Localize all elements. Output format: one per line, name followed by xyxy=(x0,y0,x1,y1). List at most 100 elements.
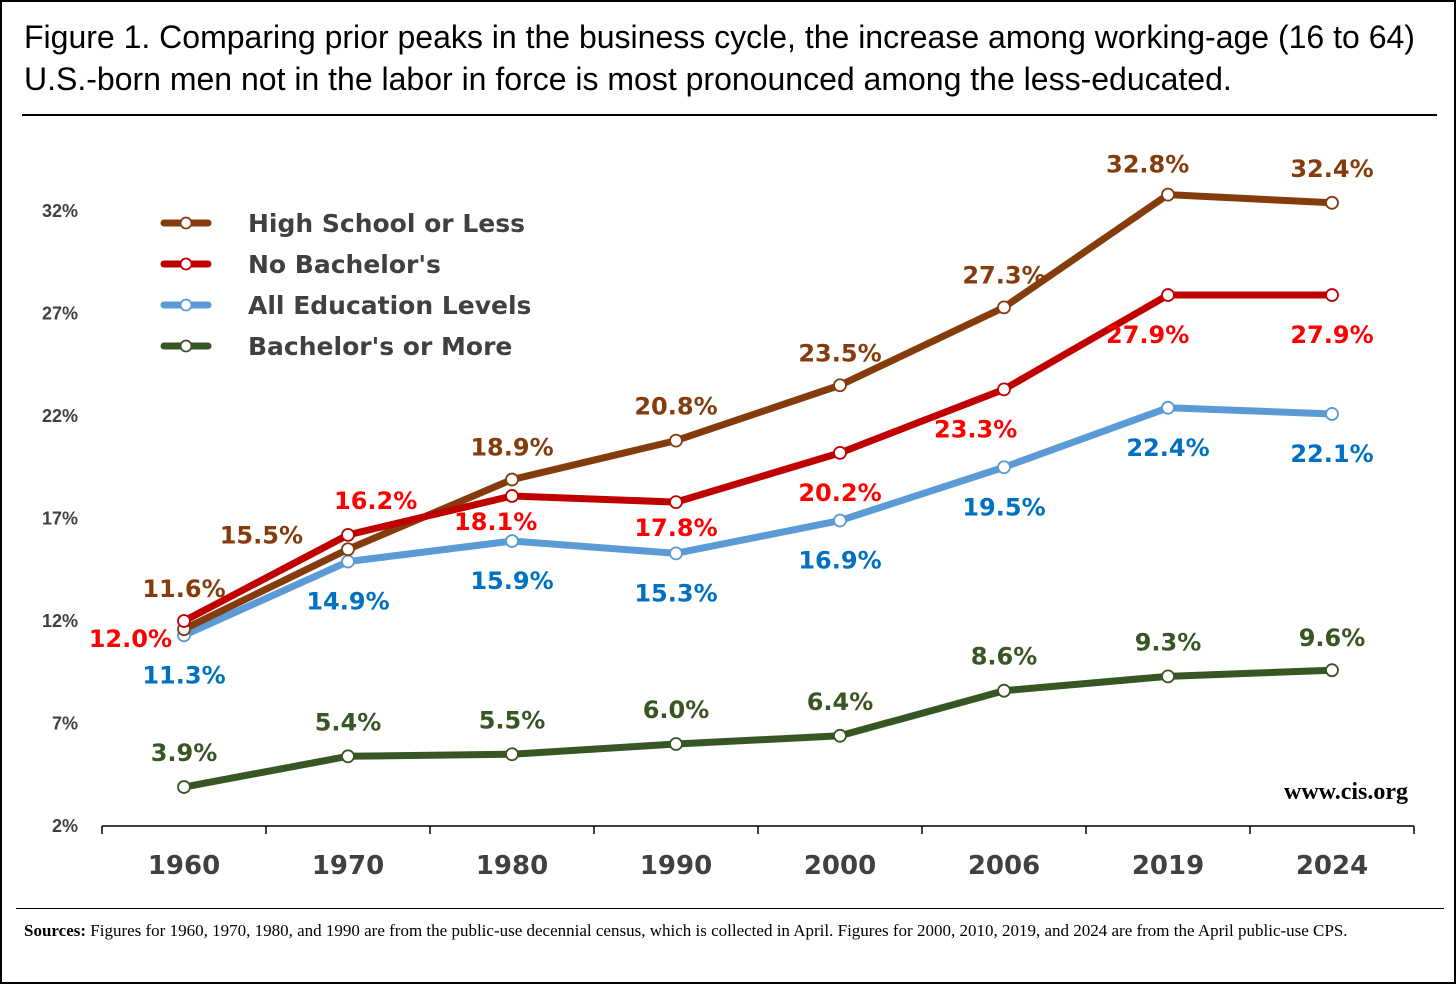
data-label: 6.0% xyxy=(643,696,710,724)
chart-axes: 1960 1970 1980 1990 2000 2006 2019 2024 2% 7% 12% 1… xyxy=(42,201,1415,881)
data-label: 14.9% xyxy=(306,588,389,616)
x-tick-label: 2024 xyxy=(1296,851,1368,881)
data-point xyxy=(833,728,847,743)
series-line xyxy=(182,191,1333,633)
y-tick-label: 17% xyxy=(42,509,78,529)
data-label: 16.2% xyxy=(334,487,417,515)
data-point xyxy=(997,382,1011,397)
x-tick-label: 1960 xyxy=(148,851,220,881)
data-label: 22.1% xyxy=(1290,440,1373,468)
series-line xyxy=(182,291,1332,625)
source-text: Figures for 1960, 1970, 1980, and 1990 a… xyxy=(90,921,1348,940)
data-point xyxy=(1161,669,1175,684)
series-line xyxy=(183,666,1333,791)
data-label: 9.6% xyxy=(1299,624,1366,652)
data-label: 8.6% xyxy=(971,643,1038,671)
data-label: 27.9% xyxy=(1106,321,1189,349)
x-tick-label: 2019 xyxy=(1132,851,1204,881)
data-label: 3.9% xyxy=(151,739,218,767)
data-label: 32.4% xyxy=(1290,155,1373,183)
data-label: 17.8% xyxy=(634,514,717,542)
data-label: 15.9% xyxy=(470,567,553,595)
data-label: 5.5% xyxy=(479,706,546,734)
data-label: 23.5% xyxy=(798,339,881,367)
figure-title: Figure 1. Comparing prior peaks in the b… xyxy=(24,19,1415,97)
legend-marker xyxy=(179,257,193,271)
y-tick-label: 2% xyxy=(52,816,78,836)
data-point xyxy=(997,300,1011,315)
data-point xyxy=(669,546,683,561)
x-tick-label: 2006 xyxy=(968,851,1040,881)
chart-points xyxy=(177,187,1339,794)
legend-label: High School or Less xyxy=(248,209,525,238)
y-tick-label: 32% xyxy=(42,201,78,221)
data-label: 16.9% xyxy=(798,547,881,575)
data-label: 18.1% xyxy=(454,508,537,536)
chart-legend: High School or Less No Bachelor's All Educ… xyxy=(160,209,531,361)
legend-label: All Education Levels xyxy=(248,291,531,320)
data-point xyxy=(833,445,847,460)
x-tick-label: 2000 xyxy=(804,851,876,881)
data-point xyxy=(1161,288,1175,302)
source-note: Sources: Figures for 1960, 1970, 1980, a… xyxy=(24,920,1436,942)
data-point xyxy=(833,513,847,528)
data-point xyxy=(177,780,191,794)
data-label: 12.0% xyxy=(89,625,172,653)
credit-watermark: www.cis.org xyxy=(1284,779,1408,805)
data-point xyxy=(341,554,355,569)
chart-lines xyxy=(182,191,1333,791)
data-point xyxy=(669,433,683,448)
data-label: 27.9% xyxy=(1290,321,1373,349)
data-point xyxy=(1325,288,1339,302)
data-point xyxy=(669,737,683,751)
legend-label: Bachelor's or More xyxy=(248,332,512,361)
legend-marker xyxy=(179,298,193,312)
y-tick-label: 22% xyxy=(42,406,78,426)
source-label: Sources: xyxy=(24,921,87,940)
data-label: 32.8% xyxy=(1106,151,1189,179)
data-point xyxy=(1325,195,1339,210)
data-label: 6.4% xyxy=(807,688,874,716)
x-tick-label: 1980 xyxy=(476,851,548,881)
data-label: 15.3% xyxy=(634,579,717,607)
data-point xyxy=(341,542,355,557)
data-point xyxy=(341,749,355,764)
source-divider xyxy=(16,908,1444,909)
data-point xyxy=(505,534,519,548)
series-line xyxy=(182,404,1333,639)
data-label: 20.2% xyxy=(798,479,881,507)
x-tick-label: 1970 xyxy=(312,851,384,881)
title-divider xyxy=(22,114,1437,116)
data-point xyxy=(505,472,519,487)
data-point xyxy=(1161,187,1175,202)
data-point xyxy=(997,683,1011,698)
data-label: 23.3% xyxy=(934,415,1017,443)
y-tick-label: 12% xyxy=(42,611,78,631)
data-point xyxy=(1325,407,1339,421)
chart-data-labels: 11.6% 15.5% 18.9% 20.8% 23.5% 27.3% 32.8% 32.4%… xyxy=(89,151,1374,767)
data-point xyxy=(833,378,847,393)
line-chart: 1960 1970 1980 1990 2000 2006 2019 2024 2% 7% 12% 1… xyxy=(42,151,1415,881)
y-tick-label: 7% xyxy=(52,714,78,734)
data-label: 20.8% xyxy=(634,393,717,421)
data-point xyxy=(341,528,355,542)
data-point xyxy=(177,614,191,628)
data-point xyxy=(997,460,1011,475)
data-point xyxy=(505,747,519,762)
data-label: 27.3% xyxy=(962,261,1045,289)
x-tick-label: 1990 xyxy=(640,851,712,881)
data-point xyxy=(669,495,683,510)
data-point xyxy=(1161,400,1175,415)
data-label: 18.9% xyxy=(470,434,553,462)
legend-marker xyxy=(179,216,193,230)
data-label: 11.3% xyxy=(142,661,225,689)
data-label: 5.4% xyxy=(315,708,382,736)
data-label: 9.3% xyxy=(1135,628,1202,656)
data-label: 15.5% xyxy=(220,521,303,549)
data-label: 19.5% xyxy=(962,493,1045,521)
data-point xyxy=(1325,663,1339,678)
legend-label: No Bachelor's xyxy=(248,250,441,279)
legend-marker xyxy=(179,339,193,353)
data-label: 22.4% xyxy=(1126,434,1209,462)
